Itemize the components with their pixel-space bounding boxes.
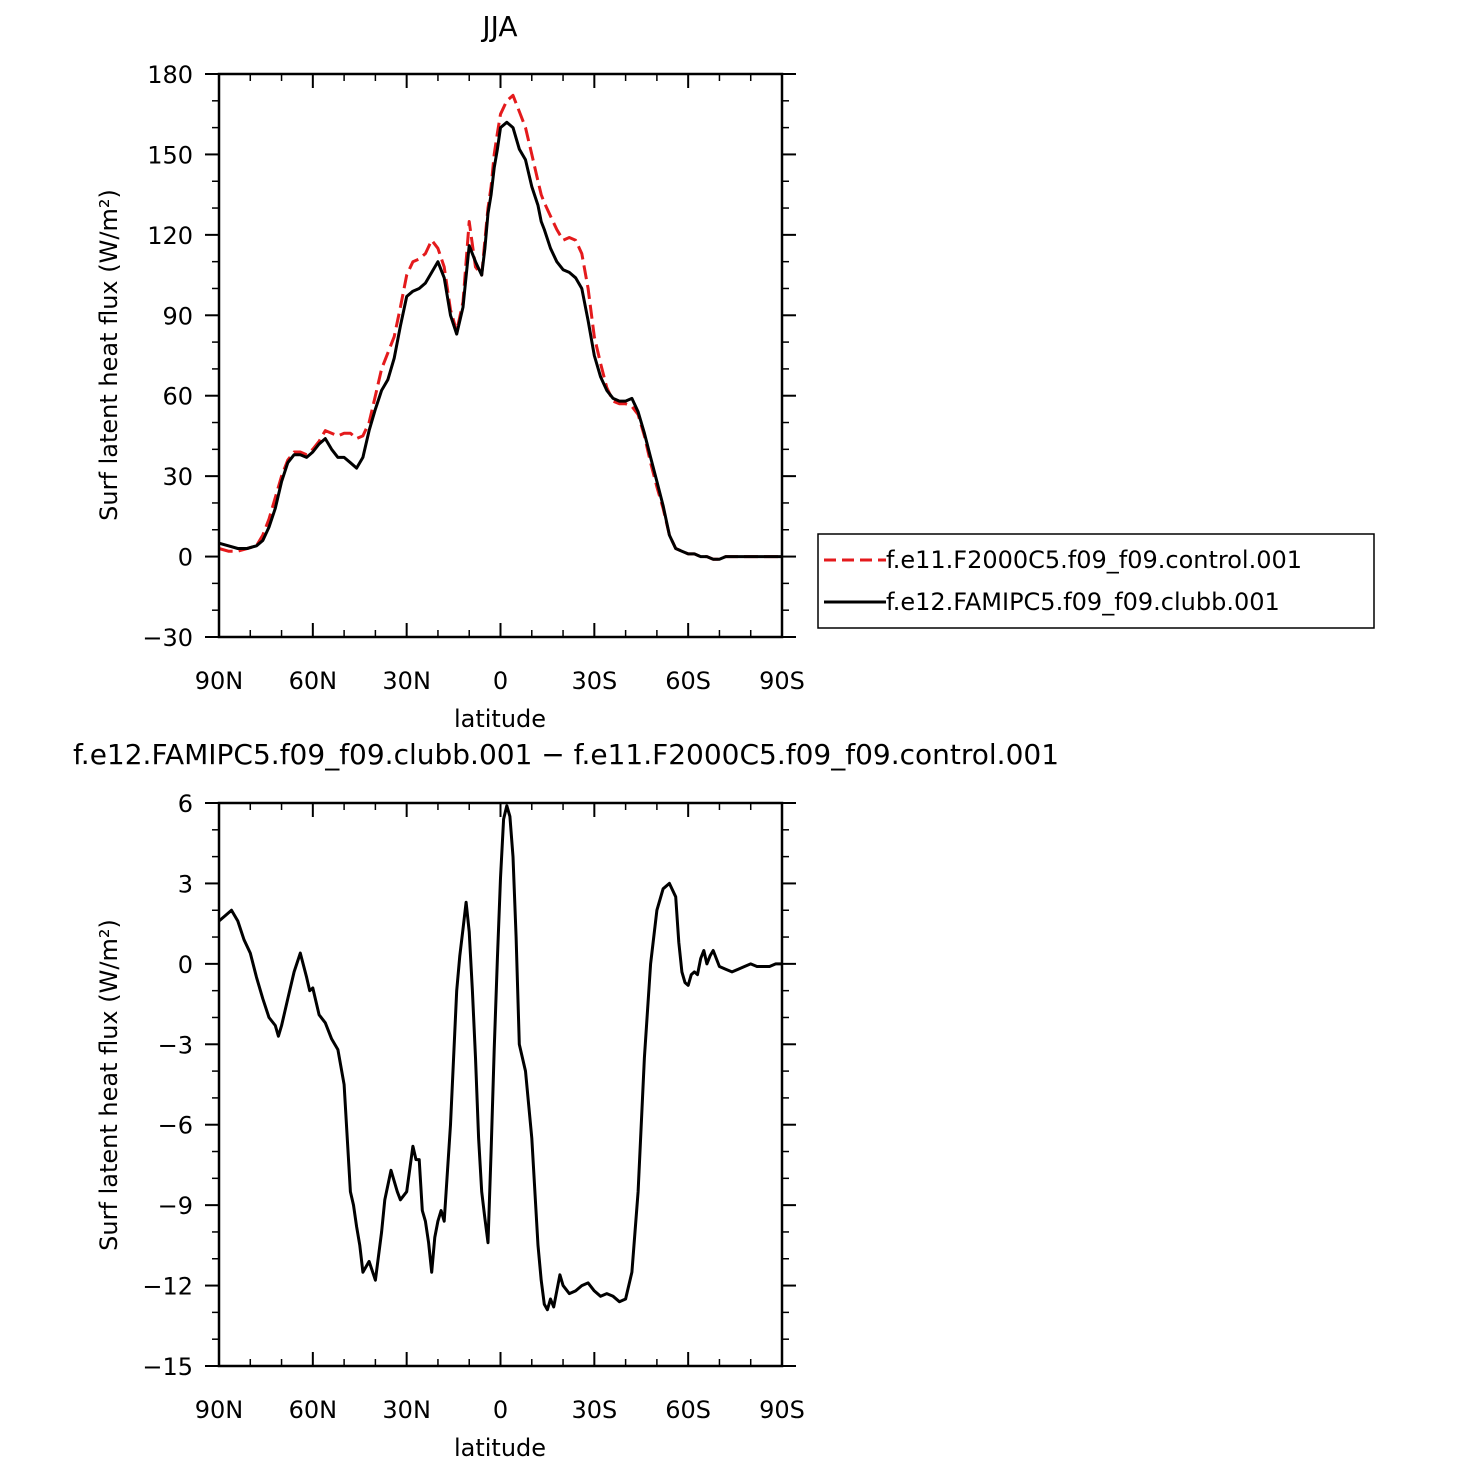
x-tick-label: 30S <box>571 1396 617 1424</box>
y-tick-label: −30 <box>142 624 193 652</box>
y-tick-label: 150 <box>147 141 193 169</box>
panel-bottom: f.e12.FAMIPC5.f09_f09.clubb.001 − f.e11.… <box>73 738 1059 1462</box>
y-tick-label: −12 <box>142 1273 193 1301</box>
x-tick-label: 0 <box>493 1396 508 1424</box>
legend-label-clubb: f.e12.FAMIPC5.f09_f09.clubb.001 <box>886 588 1280 616</box>
plot-area-top: 90N 60N 30N 0 30S 60S 90S −30 0 30 60 90 120 150 180 <box>142 61 805 695</box>
y-tick-label: −3 <box>158 1031 193 1059</box>
y-tick-label: 180 <box>147 61 193 89</box>
x-tick-label: 30N <box>382 667 431 695</box>
x-axis-label: latitude <box>454 1434 546 1462</box>
y-tick-label: −6 <box>158 1112 193 1140</box>
x-tick-label: 90S <box>759 667 805 695</box>
x-tick-label: 30S <box>571 667 617 695</box>
legend-box <box>817 533 1375 629</box>
legend: f.e11.F2000C5.f09_f09.control.001 f.e12.… <box>817 533 1375 629</box>
x-tick-label: 60N <box>289 667 338 695</box>
panel-top: JJA 90N 60N 30N 0 30S 60S 90S −30 0 30 60 90 120 150 1… <box>95 10 805 733</box>
series-line-1 <box>218 120 782 561</box>
y-tick-label: 6 <box>178 790 193 818</box>
chart-title: JJA <box>480 10 517 43</box>
y-tick-label: 3 <box>178 870 193 898</box>
x-tick-label: 90S <box>759 1396 805 1424</box>
x-tick-label: 0 <box>493 667 508 695</box>
y-axis-label: Surf latent heat flux (W/m²) <box>95 919 123 1251</box>
plot-frame <box>217 72 784 639</box>
x-tick-label: 60S <box>665 1396 711 1424</box>
series-line-0 <box>218 804 782 1312</box>
y-tick-label: 90 <box>162 302 193 330</box>
chart-title-difference: f.e12.FAMIPC5.f09_f09.clubb.001 − f.e11.… <box>73 738 1059 771</box>
series-line-0 <box>218 93 782 561</box>
x-tick-label: 90N <box>195 1396 244 1424</box>
x-tick-label: 60S <box>665 667 711 695</box>
y-axis-label: Surf latent heat flux (W/m²) <box>95 189 123 521</box>
y-tick-label: 30 <box>162 463 193 491</box>
y-tick-label: −15 <box>142 1353 193 1381</box>
x-axis-label: latitude <box>454 705 546 733</box>
y-tick-label: 0 <box>178 951 193 979</box>
y-tick-label: 60 <box>162 383 193 411</box>
x-tick-label: 30N <box>382 1396 431 1424</box>
x-tick-label: 90N <box>195 667 244 695</box>
x-tick-label: 60N <box>289 1396 338 1424</box>
y-tick-label: 0 <box>178 544 193 572</box>
y-tick-label: 120 <box>147 222 193 250</box>
legend-label-control: f.e11.F2000C5.f09_f09.control.001 <box>886 546 1302 574</box>
y-tick-label: −9 <box>158 1192 193 1220</box>
plot-area-bottom: 90N 60N 30N 0 30S 60S 90S −15 −12 −9 −6 −3 0 3 6 <box>142 790 805 1424</box>
